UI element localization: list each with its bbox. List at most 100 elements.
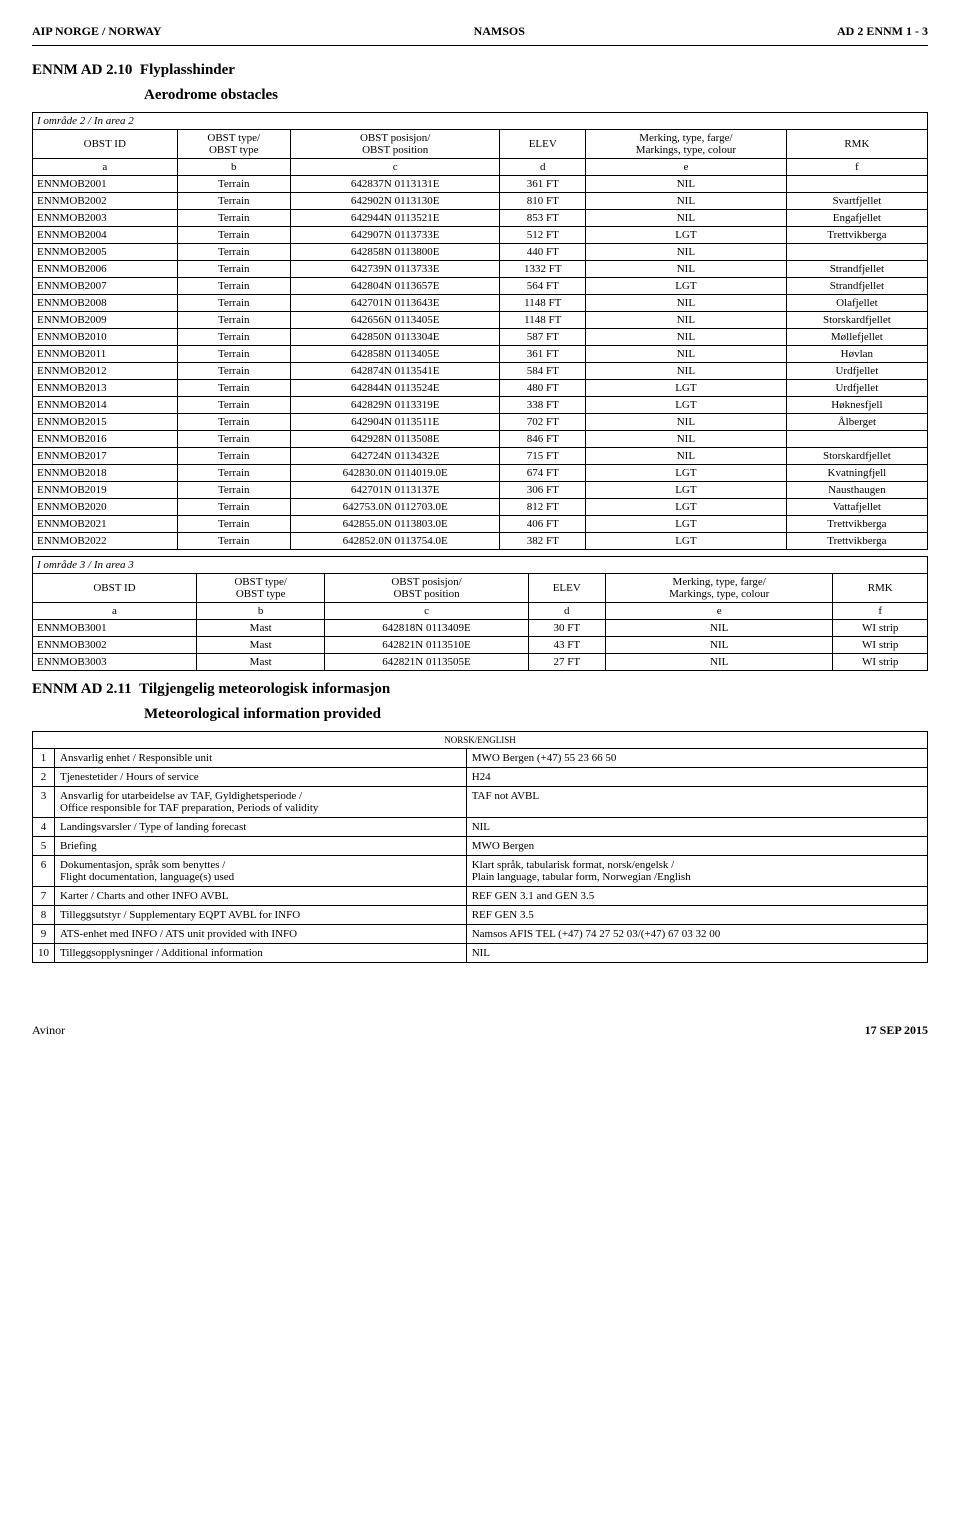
table-cell: 306 FT [500, 482, 586, 499]
area3-header-row2: a b c d e f [33, 603, 928, 620]
table-row: ENNMOB2015Terrain642904N 0113511E702 FTN… [33, 414, 928, 431]
table-cell: 480 FT [500, 380, 586, 397]
table-cell: NIL [586, 448, 787, 465]
table-cell: Terrain [177, 312, 290, 329]
section-2-10-subtitle: Aerodrome obstacles [144, 87, 928, 104]
table-cell: ENNMOB2018 [33, 465, 178, 482]
info-cell: Klart språk, tabularisk format, norsk/en… [466, 856, 927, 887]
table-cell: LGT [586, 499, 787, 516]
table-cell: Storskardfjellet [786, 448, 927, 465]
footer-left: Avinor [32, 1023, 65, 1038]
table-cell: NIL [586, 295, 787, 312]
table-cell: Vattafjellet [786, 499, 927, 516]
table-cell: LGT [586, 465, 787, 482]
info-cell: 10 [33, 944, 55, 963]
table-row: ENNMOB2010Terrain642850N 0113304E587 FTN… [33, 329, 928, 346]
table-row: ENNMOB2017Terrain642724N 0113432E715 FTN… [33, 448, 928, 465]
info-row: 8Tilleggsutstyr / Supplementary EQPT AVB… [33, 906, 928, 925]
table-cell: NIL [605, 620, 833, 637]
table-cell: 642701N 0113137E [290, 482, 500, 499]
table-row: ENNMOB2002Terrain642902N 0113130E810 FTN… [33, 193, 928, 210]
table-cell: Terrain [177, 431, 290, 448]
table-row: ENNMOB2012Terrain642874N 0113541E584 FTN… [33, 363, 928, 380]
table-cell: 642855.0N 0113803.0E [290, 516, 500, 533]
table-cell: LGT [586, 227, 787, 244]
table-cell: Terrain [177, 499, 290, 516]
header-right: AD 2 ENNM 1 - 3 [837, 24, 928, 39]
table-cell: 1148 FT [500, 295, 586, 312]
table-cell: 642844N 0113524E [290, 380, 500, 397]
table-cell: 338 FT [500, 397, 586, 414]
table-cell: 27 FT [528, 654, 605, 671]
table-cell: ENNMOB2008 [33, 295, 178, 312]
table-cell: Terrain [177, 397, 290, 414]
table-cell: 642821N 0113510E [325, 637, 528, 654]
area2-header-row2: a b c d e f [33, 159, 928, 176]
table-cell: Urdfjellet [786, 363, 927, 380]
table-cell: 642944N 0113521E [290, 210, 500, 227]
info-cell: 1 [33, 749, 55, 768]
table-cell: LGT [586, 397, 787, 414]
table-cell: Terrain [177, 482, 290, 499]
info-row: 1Ansvarlig enhet / Responsible unitMWO B… [33, 749, 928, 768]
table-row: ENNMOB2001Terrain642837N 0113131E361 FTN… [33, 176, 928, 193]
table-row: ENNMOB2014Terrain642829N 0113319E338 FTL… [33, 397, 928, 414]
table-cell: 853 FT [500, 210, 586, 227]
table-cell: Terrain [177, 448, 290, 465]
table-cell: ENNMOB2004 [33, 227, 178, 244]
table-row: ENNMOB2005Terrain642858N 0113800E440 FTN… [33, 244, 928, 261]
section-2-10-title: ENNM AD 2.10 Flyplasshinder [32, 62, 928, 79]
table-row: ENNMOB3002Mast642821N 0113510E43 FTNILWI… [33, 637, 928, 654]
table-cell: Terrain [177, 176, 290, 193]
table-cell: 812 FT [500, 499, 586, 516]
info-row: 2Tjenestetider / Hours of serviceH24 [33, 768, 928, 787]
table-cell: NIL [586, 414, 787, 431]
table-cell: 642818N 0113409E [325, 620, 528, 637]
table-cell: 642907N 0113733E [290, 227, 500, 244]
table-cell: Høvlan [786, 346, 927, 363]
table-cell: 642753.0N 0112703.0E [290, 499, 500, 516]
table-cell: Terrain [177, 465, 290, 482]
info-cell: ATS-enhet med INFO / ATS unit provided w… [55, 925, 467, 944]
info-cell: 6 [33, 856, 55, 887]
table-row: ENNMOB2016Terrain642928N 0113508E846 FTN… [33, 431, 928, 448]
met-info-caption: NORSK/ENGLISH [33, 732, 928, 749]
table-cell: 361 FT [500, 346, 586, 363]
table-cell: NIL [586, 363, 787, 380]
info-row: 4Landingsvarsler / Type of landing forec… [33, 818, 928, 837]
table-cell [786, 244, 927, 261]
footer-right: 17 SEP 2015 [865, 1023, 928, 1038]
info-cell: Dokumentasjon, språk som benyttes / Flig… [55, 856, 467, 887]
area3-header-row1: OBST ID OBST type/OBST type OBST posisjo… [33, 574, 928, 603]
table-cell: ENNMOB2005 [33, 244, 178, 261]
info-cell: MWO Bergen [466, 837, 927, 856]
table-row: ENNMOB2019Terrain642701N 0113137E306 FTL… [33, 482, 928, 499]
table-cell: 584 FT [500, 363, 586, 380]
header-divider [32, 45, 928, 46]
info-cell: H24 [466, 768, 927, 787]
table-row: ENNMOB2003Terrain642944N 0113521E853 FTN… [33, 210, 928, 227]
table-cell: 512 FT [500, 227, 586, 244]
table-cell: ENNMOB2012 [33, 363, 178, 380]
info-cell: 3 [33, 787, 55, 818]
header-left: AIP NORGE / NORWAY [32, 24, 162, 39]
col-obst-id: OBST ID [33, 130, 178, 159]
table-cell: NIL [605, 654, 833, 671]
info-cell: Karter / Charts and other INFO AVBL [55, 887, 467, 906]
table-cell: 715 FT [500, 448, 586, 465]
table-cell: Terrain [177, 193, 290, 210]
table-cell: NIL [586, 193, 787, 210]
table-cell: Terrain [177, 261, 290, 278]
info-cell: Namsos AFIS TEL (+47) 74 27 52 03/(+47) … [466, 925, 927, 944]
info-cell: 4 [33, 818, 55, 837]
table-cell: NIL [586, 244, 787, 261]
table-cell: ENNMOB3003 [33, 654, 197, 671]
table-cell: NIL [586, 312, 787, 329]
table-cell: Terrain [177, 380, 290, 397]
table-cell: Trettvikberga [786, 227, 927, 244]
table-cell: Nausthaugen [786, 482, 927, 499]
area2-table: I område 2 / In area 2 OBST ID OBST type… [32, 112, 928, 550]
col-obst-pos: OBST posisjon/OBST position [290, 130, 500, 159]
table-cell: LGT [586, 516, 787, 533]
section-2-11-subtitle: Meteorological information provided [144, 706, 928, 723]
